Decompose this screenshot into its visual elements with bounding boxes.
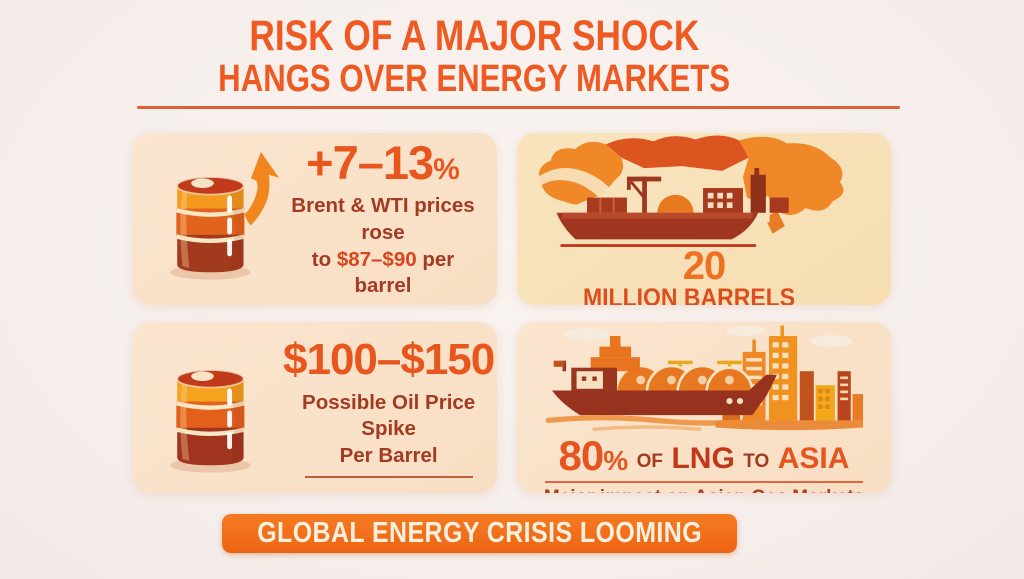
percent-sign: % bbox=[603, 445, 629, 476]
word-to: TO bbox=[743, 451, 770, 472]
china-map-ship-illustration bbox=[517, 135, 891, 249]
oil-barrel-icon bbox=[170, 176, 251, 280]
oil-rise-text: +7–13% Brent & WTI prices rose to $87–$9… bbox=[283, 138, 497, 300]
up-arrow-icon bbox=[244, 152, 279, 226]
lng-tanker-city-illustration bbox=[517, 325, 891, 438]
card-oil-price-spike: $100–$150 Possible Oil Price Spike Per B… bbox=[133, 322, 497, 493]
price-spike-desc: Possible Oil Price Spike Per Barrel bbox=[302, 390, 476, 467]
card-lng-to-asia: 80% OF LNG TO ASIA Major impact on Asian… bbox=[517, 322, 891, 493]
oil-rise-desc: Brent & WTI prices rose to $87–$90 per b… bbox=[291, 194, 475, 298]
percent-sign: % bbox=[433, 153, 460, 187]
lng-stat: 80% bbox=[558, 432, 629, 479]
card-barrels-shortfall: 20 MILLION BARRELS SHORTFALL Potential m… bbox=[517, 133, 891, 305]
oil-rise-stat: +7–13% bbox=[306, 136, 460, 190]
shortfall-stat: 20 bbox=[682, 244, 726, 288]
shortfall-text: 20 MILLION BARRELS SHORTFALL Potential m… bbox=[517, 246, 891, 305]
title-line-2: HANGS OVER ENERGY MARKETS bbox=[218, 58, 730, 100]
shortfall-headline: MILLION BARRELS SHORTFALL bbox=[582, 284, 796, 306]
price-range-highlight: $87–$90 bbox=[336, 247, 417, 271]
banner-label: GLOBAL ENERGY CRISIS LOOMING bbox=[257, 517, 702, 549]
price-spike-rule bbox=[304, 475, 473, 478]
oil-barrel-with-arrow bbox=[133, 144, 283, 294]
title-line-1: RISK OF A MAJOR SHOCK bbox=[249, 12, 699, 60]
lng-subline: Major impact on Asian Gas Markets bbox=[517, 488, 891, 493]
price-spike-text: $100–$150 Possible Oil Price Spike Per B… bbox=[283, 335, 508, 478]
word-of: OF bbox=[636, 451, 664, 472]
bottom-banner: GLOBAL ENERGY CRISIS LOOMING bbox=[222, 514, 737, 553]
word-asia: ASIA bbox=[777, 442, 850, 475]
lng-text: 80% OF LNG TO ASIA Major impact on Asian… bbox=[517, 432, 891, 494]
oil-barrel-wrap bbox=[133, 333, 283, 483]
price-spike-stat: $100–$150 bbox=[283, 335, 495, 385]
title-divider bbox=[137, 106, 900, 109]
word-lng: LNG bbox=[671, 442, 735, 475]
lng-tanker-skyline-icon bbox=[545, 325, 864, 431]
lng-rule bbox=[545, 481, 863, 483]
china-map-cargo-ship-icon bbox=[535, 135, 844, 248]
oil-barrel-icon bbox=[170, 368, 251, 473]
card-oil-price-rise: +7–13% Brent & WTI prices rose to $87–$9… bbox=[133, 133, 497, 305]
page-title: RISK OF A MAJOR SHOCK HANGS OVER ENERGY … bbox=[0, 15, 986, 102]
